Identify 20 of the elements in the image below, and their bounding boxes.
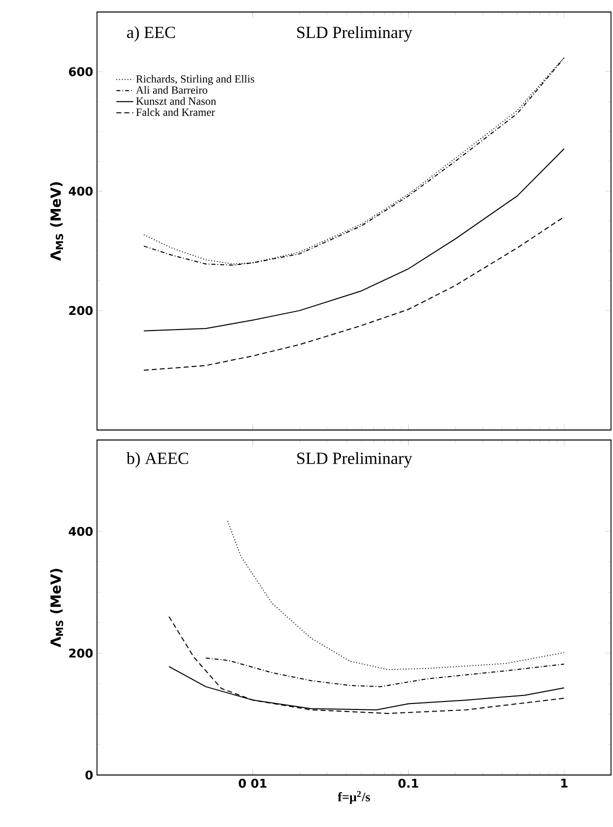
- x-tick-label: 0.1: [398, 778, 418, 788]
- y-tick-label: 400: [68, 526, 93, 536]
- text: b) AEEC: [126, 452, 188, 468]
- text: SLD Preliminary: [297, 452, 412, 468]
- text: a) EEC: [127, 26, 175, 42]
- x-tick-label: 0 01: [238, 778, 266, 788]
- legend-label: Falck and Kramer: [136, 108, 215, 116]
- y-tick-label: 400: [68, 186, 93, 196]
- x-axis-title: f=μ$^{2}$/s: [338, 790, 370, 804]
- y-axis-title: Λ$_{MS}$ (MeV): [50, 568, 64, 648]
- x-tick-label: 1: [561, 778, 568, 788]
- y-tick-label: 200: [69, 306, 93, 316]
- y-tick-label: 200: [69, 648, 93, 658]
- legend-label: Kunszt and Nason: [136, 97, 216, 105]
- y-tick-label: 600: [69, 67, 93, 76]
- legend-label: Richards, Stirling and Ellis: [136, 74, 254, 85]
- legend-label: Ali and Barreiro: [136, 86, 208, 94]
- y-axis-title: Λ$_{MS}$ (MeV): [50, 182, 64, 261]
- text: SLD Preliminary: [297, 26, 412, 42]
- y-tick-label: 0: [85, 770, 93, 780]
